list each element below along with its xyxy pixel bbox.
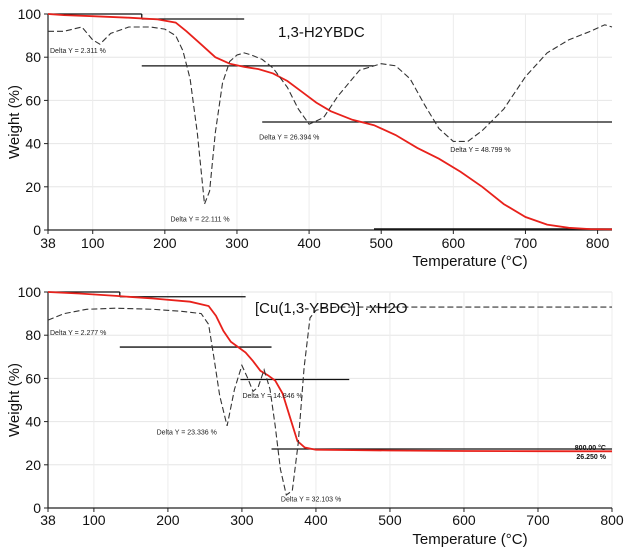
x-tick-label: 600 xyxy=(452,512,476,528)
y-tick-label: 40 xyxy=(25,414,41,430)
x-tick-label: 38 xyxy=(40,512,56,528)
delta-y-annotation: Delta Y = 48.799 % xyxy=(450,147,510,154)
end-temperature-label: 800.00 °C xyxy=(575,444,606,452)
delta-y-annotation: Delta Y = 2.311 % xyxy=(50,48,106,55)
y-tick-label: 100 xyxy=(18,6,42,22)
x-tick-label: 200 xyxy=(153,235,177,251)
delta-y-annotation: Delta Y = 23.336 % xyxy=(157,430,217,437)
x-tick-label: 700 xyxy=(514,235,538,251)
delta-y-annotation: Delta Y = 32.103 % xyxy=(281,497,341,504)
y-tick-label: 20 xyxy=(25,457,41,473)
x-tick-label: 38 xyxy=(40,235,56,251)
x-tick-label: 200 xyxy=(156,512,180,528)
weight-curve xyxy=(47,291,613,453)
derivative-curve xyxy=(47,306,612,496)
x-axis-title: Temperature (°C) xyxy=(412,531,527,548)
x-tick-label: 100 xyxy=(82,512,106,528)
y-tick-label: 0 xyxy=(33,222,41,238)
y-tick-label: 60 xyxy=(25,92,41,108)
weight-curve xyxy=(47,13,613,231)
chart-panel-1: 0 20 40 60 80 100 38 100 200 300 400 500 600 700 800 We… xyxy=(6,6,613,270)
y-tick-label: 0 xyxy=(33,500,41,516)
x-axis-title: Temperature (°C) xyxy=(412,253,527,270)
chart-title: 1,3-H2YBDC xyxy=(278,24,365,41)
chart-title: [Cu(1,3-YBDC)] ·xH2O xyxy=(255,300,408,317)
y-axis-title: Weight (%) xyxy=(6,363,23,437)
x-tick-label: 800 xyxy=(600,512,624,528)
derivative-curve xyxy=(48,24,613,205)
end-weight-label: 26.250 % xyxy=(576,454,606,461)
y-tick-label: 40 xyxy=(25,136,41,152)
delta-y-annotation: Delta Y = 22.111 % xyxy=(170,216,229,223)
y-tick-label: 60 xyxy=(25,370,41,386)
x-tick-label: 400 xyxy=(304,512,328,528)
delta-y-annotation: Delta Y = 2.277 % xyxy=(50,330,106,337)
delta-y-annotation: Delta Y = 14.846 % xyxy=(242,393,302,400)
x-tick-label: 800 xyxy=(586,235,610,251)
x-tick-label: 600 xyxy=(442,235,466,251)
y-tick-label: 100 xyxy=(18,284,42,300)
y-tick-label: 80 xyxy=(25,49,41,65)
x-tick-label: 700 xyxy=(526,512,550,528)
y-tick-label: 80 xyxy=(25,327,41,343)
delta-y-annotation: Delta Y = 26.394 % xyxy=(259,134,319,141)
x-tick-label: 300 xyxy=(230,512,254,528)
y-axis-title: Weight (%) xyxy=(6,85,23,159)
chart-panel-2: 0 20 40 60 80 100 38 100 200 300 400 500 600 700 800 We… xyxy=(6,284,624,548)
x-tick-label: 100 xyxy=(81,235,105,251)
x-tick-label: 300 xyxy=(225,235,249,251)
y-tick-label: 20 xyxy=(25,179,41,195)
x-tick-label: 400 xyxy=(297,235,321,251)
x-tick-label: 500 xyxy=(378,512,402,528)
x-tick-label: 500 xyxy=(370,235,394,251)
